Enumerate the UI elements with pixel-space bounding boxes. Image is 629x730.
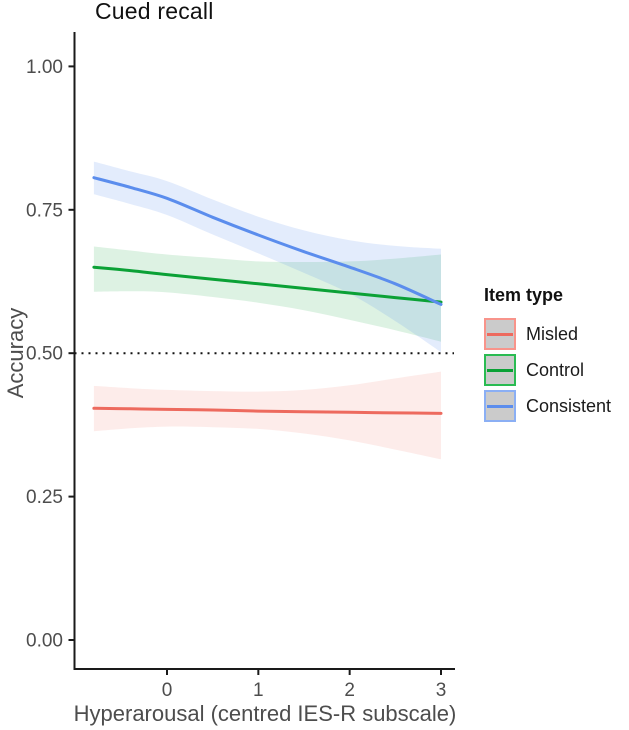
y-tick-label: 0.25 [26, 487, 63, 508]
legend-key-control [484, 354, 516, 386]
y-axis-title: Accuracy [3, 307, 28, 399]
legend-item-misled: Misled [484, 318, 611, 350]
x-tick-label: 1 [253, 680, 264, 701]
legend-key-line-icon [487, 368, 513, 372]
legend-key-line-icon [487, 404, 513, 408]
chart-title: Cued recall [95, 0, 214, 24]
legend-label: Consistent [526, 395, 612, 416]
legend-label: Control [526, 359, 585, 380]
consistent-line [92, 176, 443, 306]
control-line [92, 265, 443, 304]
legend-key-consistent [484, 390, 516, 422]
legend: Item type Misled Control Consistent [484, 285, 611, 426]
x-tick-label: 0 [162, 680, 173, 701]
legend-key-misled [484, 318, 516, 350]
consistent-ribbon [93, 161, 442, 353]
legend-label: Misled [526, 323, 579, 344]
legend-title: Item type [484, 285, 564, 305]
legend-item-consistent: Consistent [484, 390, 611, 422]
y-tick-label: 0.50 [26, 344, 63, 365]
y-tick-label: 1.00 [26, 57, 63, 78]
misled-ribbon [93, 371, 442, 460]
x-tick-label: 2 [344, 680, 355, 701]
misled-line [92, 406, 443, 415]
y-tick-label: 0.00 [26, 631, 63, 652]
legend-key-line-icon [487, 332, 513, 336]
y-tick-label: 0.75 [26, 200, 63, 221]
axis-lines [73, 32, 455, 670]
legend-item-control: Control [484, 354, 611, 386]
x-axis-title: Hyperarousal (centred IES-R subscale) [73, 701, 457, 726]
x-tick-label: 3 [436, 680, 447, 701]
